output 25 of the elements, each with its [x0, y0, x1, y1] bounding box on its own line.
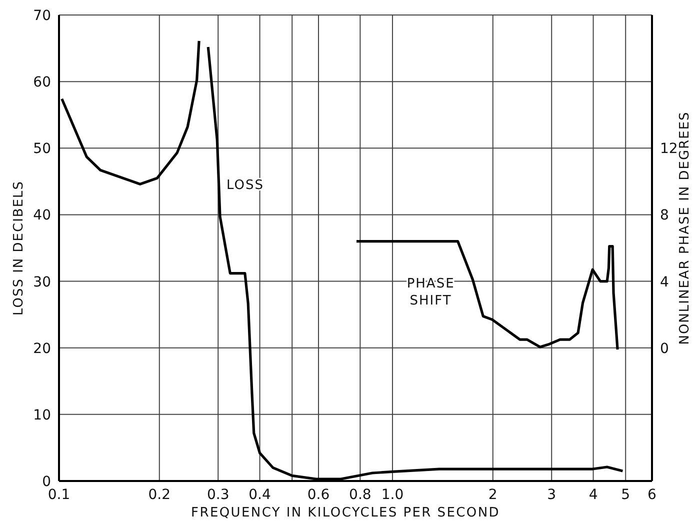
- y2-axis-title: NONLINEAR PHASE IN DEGREES: [678, 111, 693, 345]
- y2-tick-label: 12: [660, 141, 678, 158]
- x-axis-title: FREQUENCY IN KILOCYCLES PER SECOND: [191, 506, 500, 521]
- y-tick-label: 20: [33, 340, 51, 357]
- y-tick-label: 50: [33, 141, 51, 158]
- x-tick-label: 0.6: [307, 486, 330, 503]
- x-tick-label: 2: [488, 486, 498, 503]
- y-tick-label: 40: [33, 208, 51, 224]
- x-tick-label: 4: [588, 486, 598, 503]
- y-tick-label: 30: [33, 274, 51, 290]
- x-tick-label: 0.4: [248, 486, 272, 503]
- x-tick-label: 0.8: [349, 486, 372, 503]
- y-tick-label: 70: [33, 8, 51, 24]
- x-tick-label: 0.2: [148, 486, 171, 503]
- x-tick-label: 3: [547, 486, 556, 503]
- x-tick-label: 0.3: [206, 486, 230, 503]
- y2-tick-label: 4: [660, 274, 669, 290]
- y-tick-label: 60: [33, 74, 51, 91]
- y2-tick-label: 0: [660, 340, 669, 357]
- y2-tick-label: 8: [660, 208, 669, 224]
- y-tick-label: 10: [33, 407, 51, 424]
- x-tick-label: 5: [621, 486, 630, 503]
- y-axis-title: LOSS IN DECIBELS: [12, 180, 27, 316]
- x-tick-label: 1.0: [381, 486, 404, 503]
- x-tick-label: 6: [648, 486, 657, 503]
